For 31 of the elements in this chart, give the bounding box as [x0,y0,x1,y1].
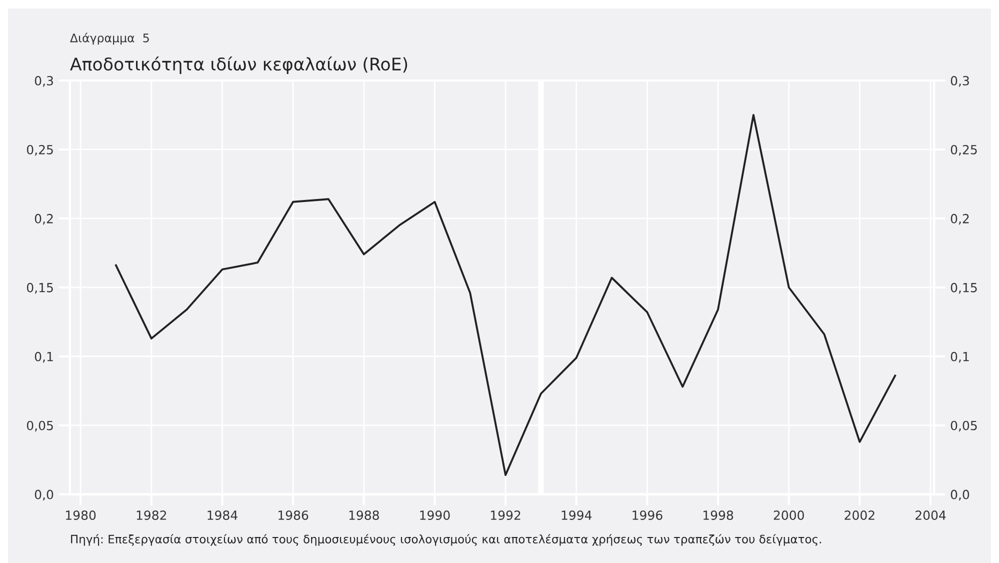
y-tick-label: 0,05 [26,420,53,432]
x-tick-label: 1986 [278,510,308,520]
y-tick-label: 0,1 [34,352,53,363]
y2-tick-label: 0,1 [950,352,969,363]
x-tick-label: 1998 [704,510,734,520]
x-tick-label: 2002 [844,510,874,520]
x-tick-label: 1980 [66,510,96,520]
chart-subtitle: Διάγραμμα 5 [70,32,149,45]
y2-tick-label: 0,3 [950,76,969,87]
x-tick-label: 1988 [349,510,379,520]
x-tick-label: 2000 [774,510,804,520]
text: Πηγή: Επεξεργασία στοιχείων από τους δημοσιευμένους ισολογισμούς και αποτελέσματα χρήσεως των τραπεζών του δείγματος. [71,534,821,546]
y2-tick-label: 0,0 [950,490,970,501]
y-tick-label: 0,2 [34,214,53,225]
x-tick-label: 1984 [208,510,238,520]
y-tick-label: 0,25 [26,144,53,156]
x-tick-label: 2004 [916,510,946,520]
y2-tick-label: 0,05 [950,420,977,432]
x-tick-label: 1990 [420,510,450,520]
y2-tick-label: 0,2 [950,214,969,225]
y-tick-label: 0,0 [34,490,54,501]
y-tick-label: 0,15 [26,282,53,294]
y2-tick-label: 0,25 [950,144,977,156]
line-series [114,114,896,476]
x-tick-label: 1994 [562,510,592,520]
x-tick-label: 1982 [136,510,166,520]
chart-title: Αποδοτικότητα ιδίων κεφαλαίων (RoE) [70,56,408,74]
y2-tick-label: 0,15 [950,282,977,294]
x-tick-label: 1992 [491,510,520,520]
y-tick-label: 0,3 [34,76,53,87]
x-tick-label: 1996 [632,510,662,520]
